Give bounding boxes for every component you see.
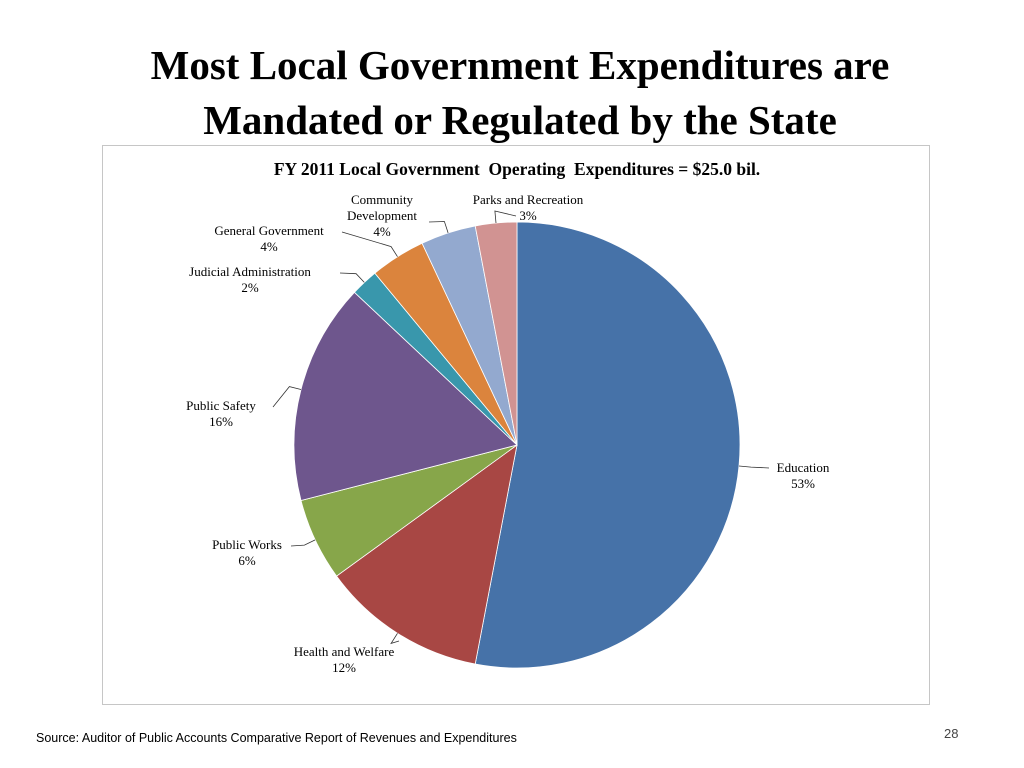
slice-label-public-safety: Public Safety 16% [186, 398, 256, 429]
slice-label-parks-and-recreation: Parks and Recreation 3% [473, 192, 584, 223]
slice-label-judicial-administration: Judicial Administration 2% [189, 264, 311, 295]
pie-slice-public-safety [293, 291, 518, 501]
slice-label-education: Education 53% [777, 460, 830, 491]
slice-label-health-and-welfare: Health and Welfare 12% [294, 644, 395, 675]
chart-frame: FY 2011 Local Government Operating Expen… [102, 145, 930, 705]
pie-slices [293, 221, 741, 669]
leader-line-public-works [290, 539, 316, 547]
slide-title: Most Local Government Expenditures are M… [0, 38, 1024, 148]
slice-label-public-works: Public Works 6% [212, 537, 282, 568]
source-note: Source: Auditor of Public Accounts Compa… [36, 731, 517, 745]
leader-line-health-and-welfare [390, 633, 400, 645]
leader-lines [272, 210, 770, 645]
chart-title: FY 2011 Local Government Operating Expen… [274, 159, 760, 179]
slice-labels: Education 53% Health and Welfare 12% Public … [186, 192, 830, 675]
leader-line-education [738, 465, 770, 469]
slice-label-community-development: Community Development 4% [347, 192, 417, 239]
leader-line-community-development [428, 221, 449, 234]
page-number: 28 [944, 726, 959, 741]
leader-line-public-safety [272, 386, 302, 408]
leader-line-general-government [341, 231, 398, 257]
slice-label-general-government: General Government 4% [214, 223, 324, 254]
leader-line-parks-and-recreation [494, 210, 517, 224]
pie-slice-health-and-welfare [336, 444, 518, 665]
slide-title-line-1: Most Local Government Expenditures are [150, 42, 890, 88]
slide-title-line-2: Mandated or Regulated by the State [203, 97, 837, 143]
leader-line-judicial-administration [339, 272, 365, 283]
pie-chart: FY 2011 Local Government Operating Expen… [186, 159, 830, 675]
